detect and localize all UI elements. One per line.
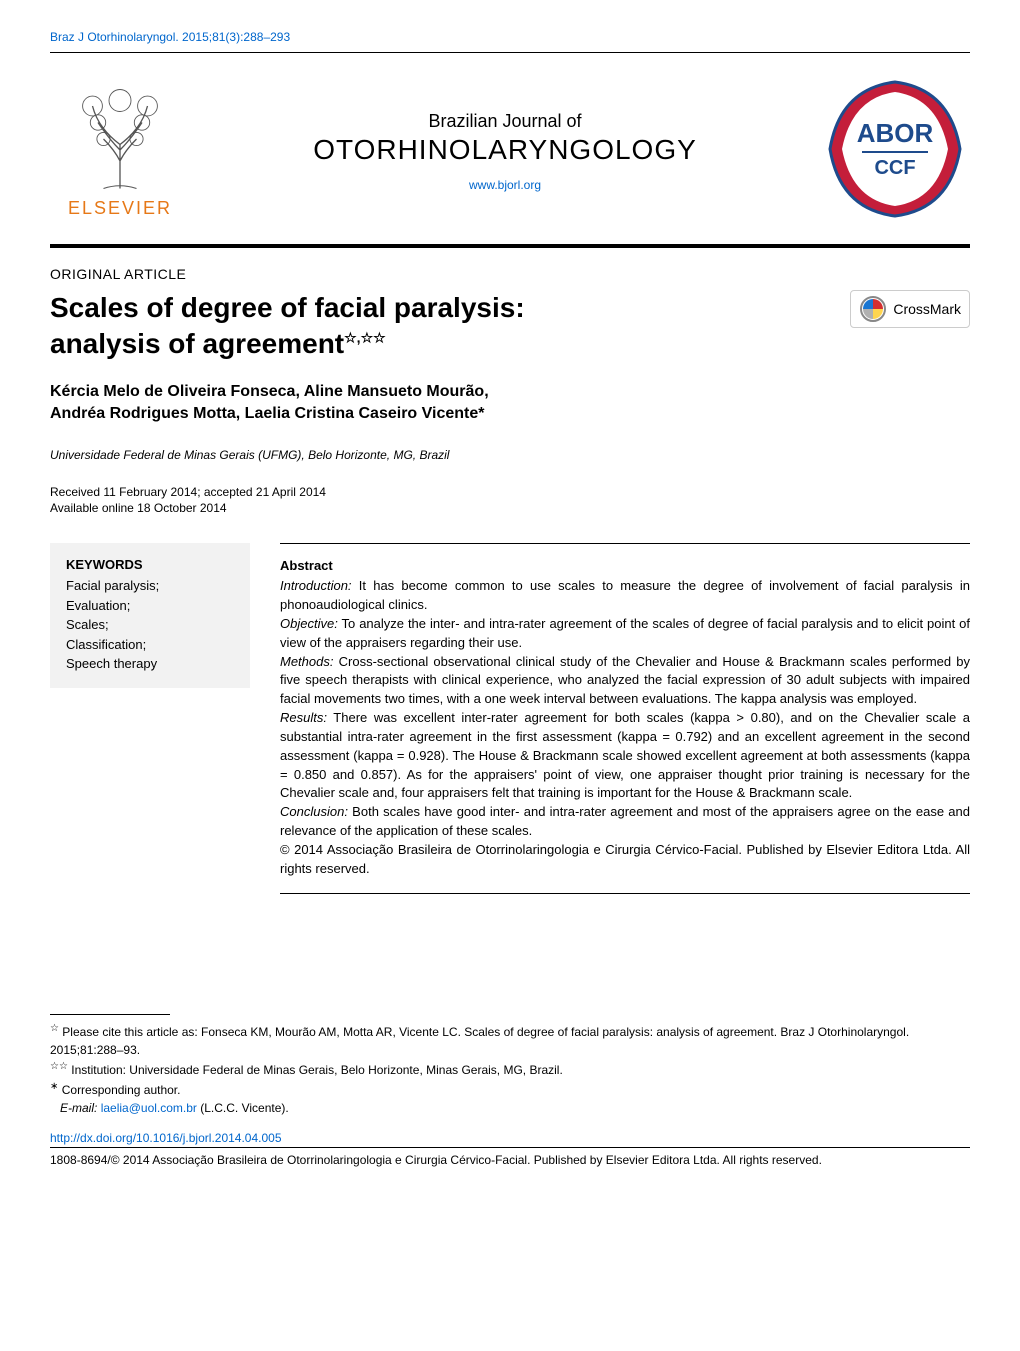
abor-sub-text: CCF [874,157,915,179]
keyword-item: Speech therapy [66,654,234,674]
abor-text: ABOR [857,118,934,148]
crossmark-badge[interactable]: CrossMark [850,290,970,328]
title-line1: Scales of degree of facial paralysis: [50,292,525,323]
title-star1: ☆, [344,330,360,346]
keyword-item: Facial paralysis; [66,576,234,596]
methods-label: Methods: [280,654,333,669]
methods-text: Cross-sectional observational clinical s… [280,654,970,707]
footnote-rule [50,1014,170,1015]
content-row: KEYWORDS Facial paralysis; Evaluation; S… [50,543,970,894]
title-star2: ☆☆ [361,330,386,346]
footnotes: ☆ Please cite this article as: Fonseca K… [50,1014,970,1117]
keyword-item: Classification; [66,635,234,655]
doi-link[interactable]: http://dx.doi.org/10.1016/j.bjorl.2014.0… [50,1131,970,1145]
footnote-2-text: Institution: Universidade Federal de Min… [68,1063,563,1077]
conclusion-text: Both scales have good inter- and intra-r… [280,804,970,838]
footnote-2-marker: ☆☆ [50,1061,68,1072]
keywords-list: Facial paralysis; Evaluation; Scales; Cl… [66,576,234,674]
results-label: Results: [280,710,327,725]
intro-text: It has become common to use scales to me… [280,578,970,612]
copyright-footer: 1808-8694/© 2014 Associação Brasileira d… [50,1152,970,1169]
section-label: ORIGINAL ARTICLE [50,266,970,282]
footnote-corr-text: Corresponding author. [58,1083,180,1097]
journal-title-block: Brazilian Journal of OTORHINOLARYNGOLOGY… [210,111,800,192]
footnote-2: ☆☆ Institution: Universidade Federal de … [50,1059,970,1079]
keywords-box: KEYWORDS Facial paralysis; Evaluation; S… [50,543,250,688]
bottom-rule [50,1147,970,1148]
abstract-rule-bottom [280,893,970,894]
results-text: There was excellent inter-rater agreemen… [280,710,970,800]
crossmark-icon [859,295,887,323]
article-title: Scales of degree of facial paralysis: an… [50,290,820,363]
abstract-rule-top [280,543,970,544]
objective-label: Objective: [280,616,338,631]
abor-logo-icon: ABOR CCF [820,74,970,224]
crossmark-label: CrossMark [893,301,961,317]
received-date: Received 11 February 2014; accepted 21 A… [50,484,970,501]
abstract-heading: Abstract [280,558,970,573]
title-row: Scales of degree of facial paralysis: an… [50,290,970,363]
authors-line2: Andréa Rodrigues Motta, Laelia Cristina … [50,405,478,422]
rule-top [50,52,970,53]
rule-thick [50,244,970,248]
article-dates: Received 11 February 2014; accepted 21 A… [50,484,970,518]
journal-title: OTORHINOLARYNGOLOGY [210,134,800,166]
footnote-corr: ∗ Corresponding author. [50,1079,970,1099]
journal-url[interactable]: www.bjorl.org [210,178,800,192]
authors: Kércia Melo de Oliveira Fonseca, Aline M… [50,381,970,426]
publisher-name: ELSEVIER [68,198,172,219]
abstract-copyright: © 2014 Associação Brasileira de Otorrino… [280,842,970,876]
journal-header: ELSEVIER Brazilian Journal of OTORHINOLA… [50,59,970,244]
email-label: E-mail: [60,1101,101,1115]
footnote-1-text: Please cite this article as: Fonseca KM,… [50,1025,909,1057]
keyword-item: Scales; [66,615,234,635]
journal-subtitle: Brazilian Journal of [210,111,800,132]
society-logo: ABOR CCF [820,74,970,229]
email-suffix: (L.C.C. Vicente). [197,1101,289,1115]
abstract-block: Abstract Introduction: It has become com… [280,543,970,894]
authors-line1: Kércia Melo de Oliveira Fonseca, Aline M… [50,383,489,400]
title-line2: analysis of agreement [50,328,344,359]
email-link[interactable]: laelia@uol.com.br [101,1101,197,1115]
elsevier-tree-icon [65,84,175,194]
objective-text: To analyze the inter- and intra-rater ag… [280,616,970,650]
keyword-item: Evaluation; [66,596,234,616]
footnote-1-marker: ☆ [50,1023,59,1034]
intro-label: Introduction: [280,578,352,593]
footnote-email: E-mail: laelia@uol.com.br (L.C.C. Vicent… [50,1099,970,1117]
abstract-body: Introduction: It has become common to us… [280,577,970,879]
keywords-heading: KEYWORDS [66,557,234,572]
conclusion-label: Conclusion: [280,804,348,819]
citation-header: Braz J Otorhinolaryngol. 2015;81(3):288–… [50,30,970,44]
available-date: Available online 18 October 2014 [50,500,970,517]
publisher-logo: ELSEVIER [50,84,190,219]
affiliation: Universidade Federal de Minas Gerais (UF… [50,448,970,462]
footnote-1: ☆ Please cite this article as: Fonseca K… [50,1021,970,1059]
corr-marker: * [478,405,484,422]
